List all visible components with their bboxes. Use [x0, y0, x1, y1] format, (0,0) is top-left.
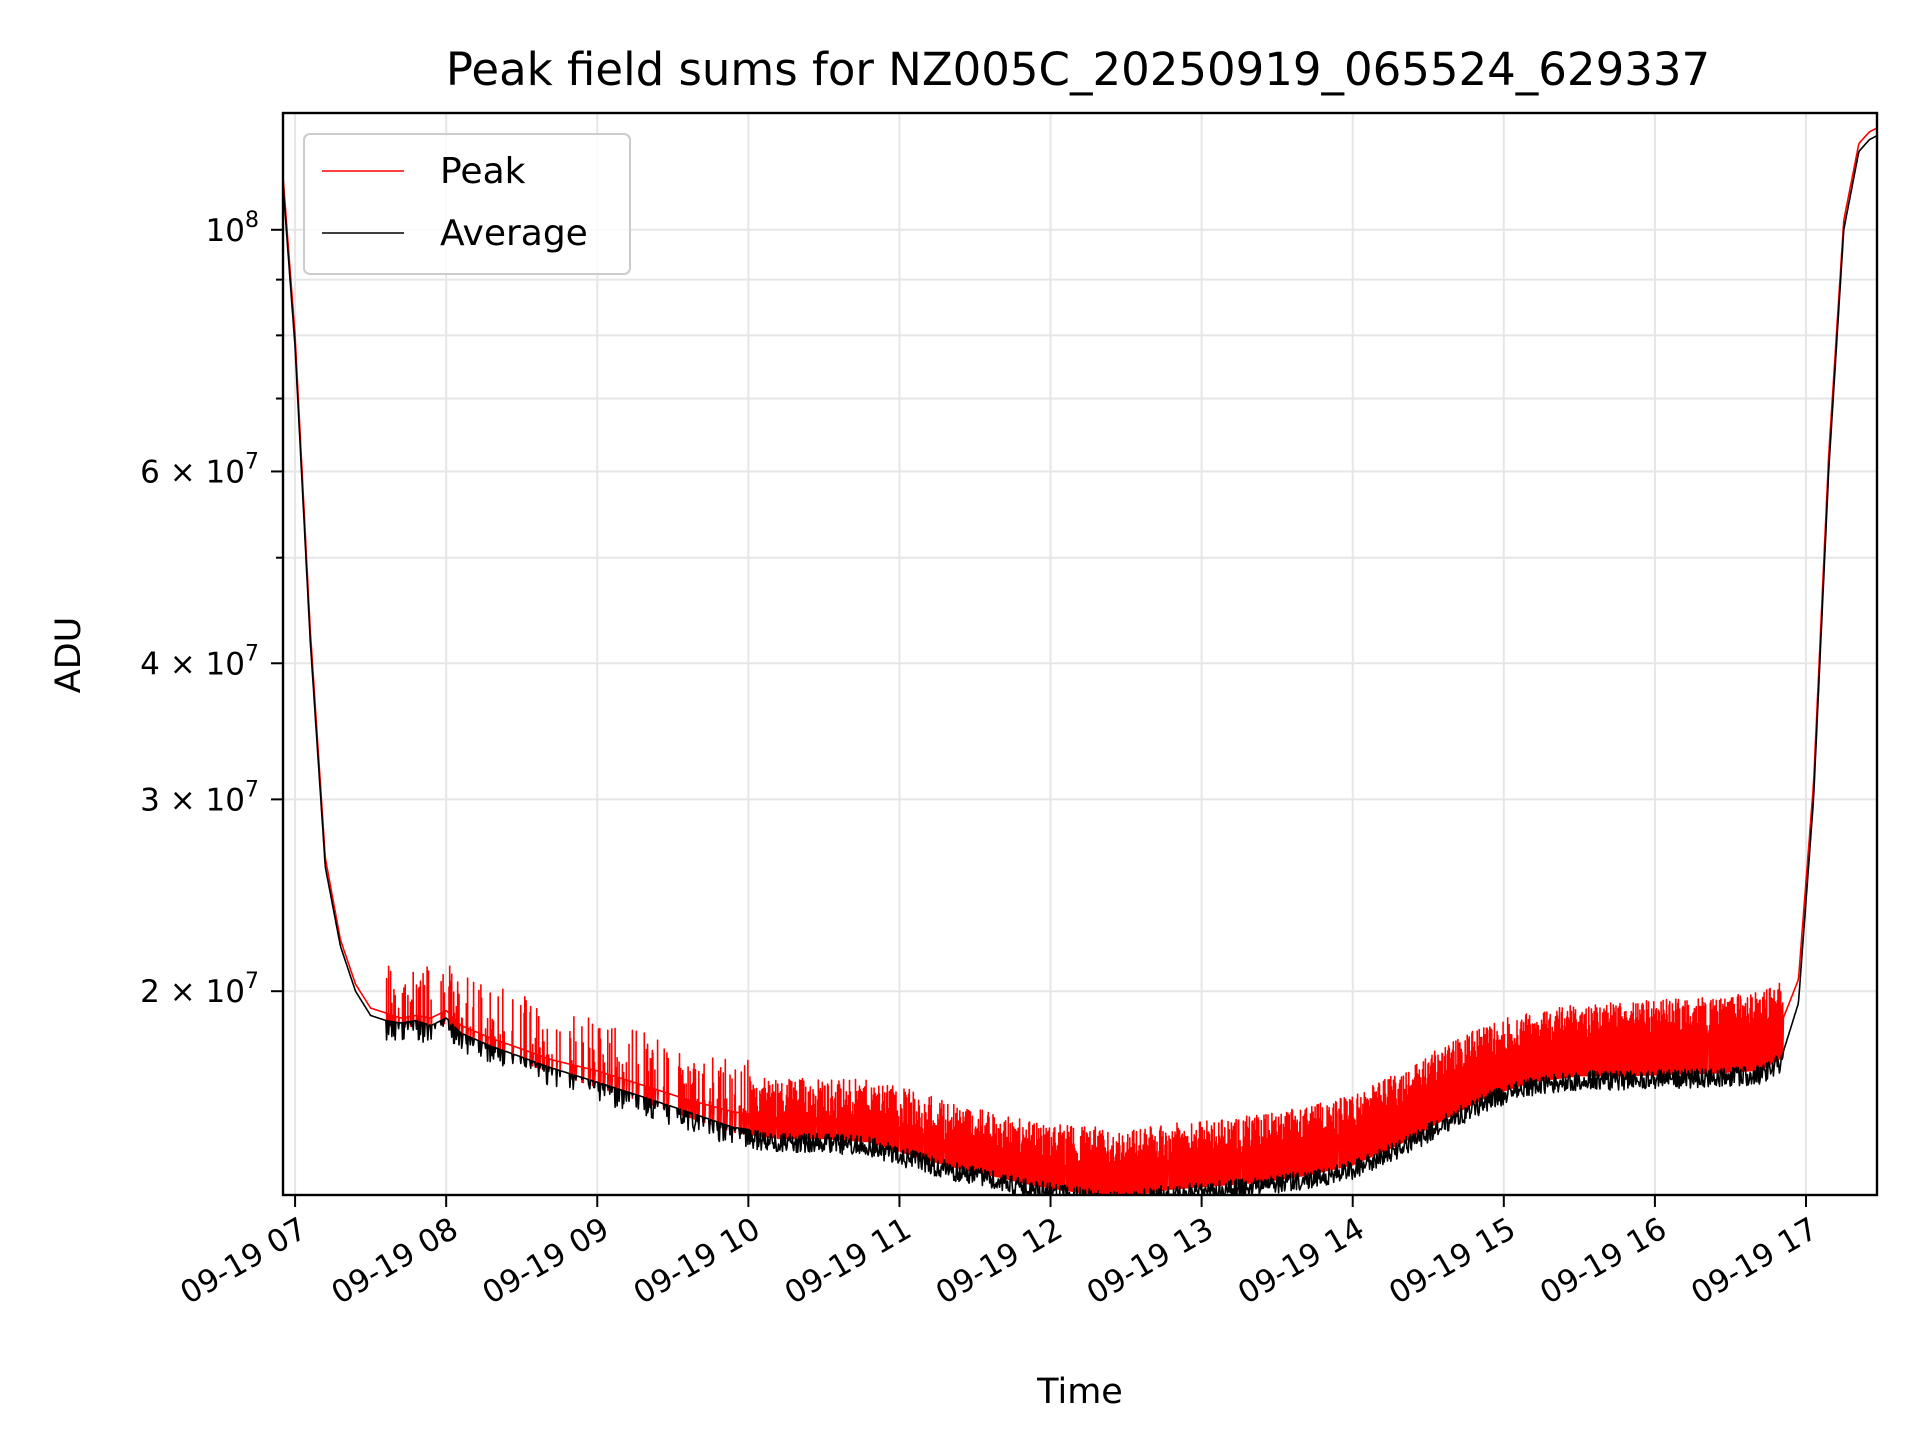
legend-peak-label: Peak	[440, 151, 526, 192]
series-average-line	[283, 135, 1877, 1195]
x-axis-label: Time	[1036, 1372, 1123, 1412]
y-tick-label: 3 × 107	[140, 777, 259, 818]
y-tick-label: 2 × 107	[140, 969, 259, 1010]
axes-frame	[281, 111, 1879, 1197]
legend-box	[303, 133, 631, 275]
grid	[283, 113, 1877, 1195]
chart-title: Peak field sums for NZ005C_20250919_0655…	[446, 43, 1710, 96]
y-tick-label: 4 × 107	[140, 641, 259, 682]
y-tick-label: 6 × 107	[140, 449, 259, 490]
y-axis-label: ADU	[49, 617, 89, 694]
plot-area	[283, 127, 1877, 1195]
y-tick-label: 108	[206, 208, 259, 249]
y-axis: 2 × 107 3 × 107 4 × 107 6 × 107 108	[140, 208, 283, 1010]
legend-average-label: Average	[440, 213, 588, 254]
series-peak-line	[283, 127, 1877, 1195]
legend: Peak Average	[303, 133, 631, 275]
